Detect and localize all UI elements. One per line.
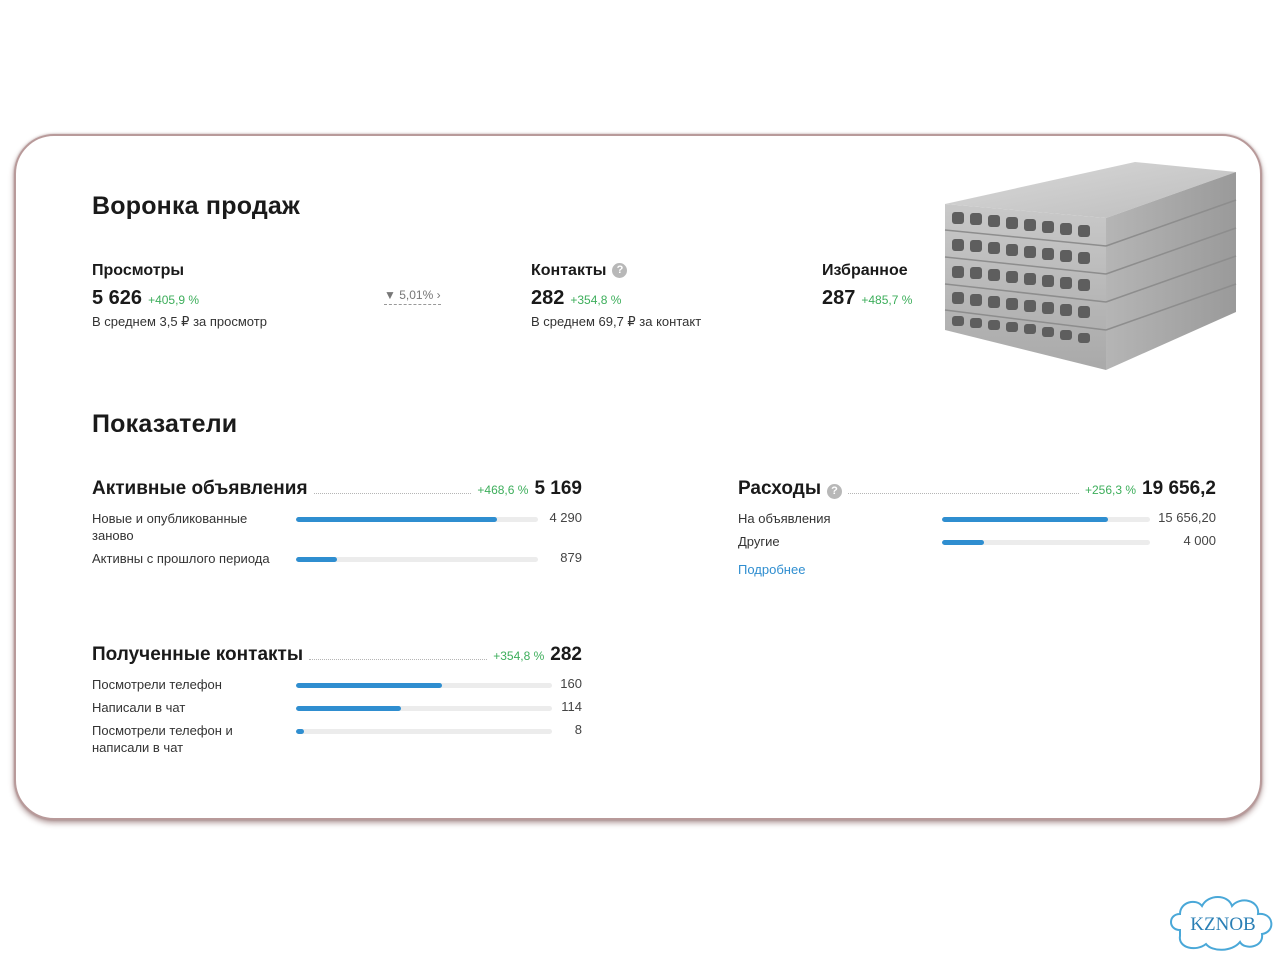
progress-fill bbox=[296, 706, 401, 711]
progress-fill bbox=[296, 517, 497, 522]
progress-track bbox=[296, 557, 538, 562]
row-value: 160 bbox=[560, 676, 582, 691]
row-label: Активны с прошлого периода bbox=[92, 551, 270, 566]
expenses-change: +256,3 % bbox=[1084, 483, 1137, 497]
contacts-block: Контакты? 282 +354,8 % В среднем 69,7 ₽ з… bbox=[531, 262, 701, 330]
progress-track bbox=[942, 540, 1150, 545]
received-contacts-total: 282 bbox=[550, 644, 582, 665]
favorites-value: 287 bbox=[822, 287, 856, 309]
watermark-text: KZNOB bbox=[1190, 914, 1255, 935]
bar-row: Другие 4 000 bbox=[738, 533, 1216, 550]
bar-row: На объявления 15 656,20 bbox=[738, 510, 1216, 527]
views-value: 5 626 bbox=[92, 287, 143, 309]
bar-row: Написали в чат 114 bbox=[92, 699, 582, 716]
active-ads-change: +468,6 % bbox=[477, 483, 529, 497]
progress-track bbox=[296, 706, 552, 711]
progress-fill bbox=[942, 540, 984, 545]
metrics-title: Показатели bbox=[92, 410, 238, 438]
progress-fill bbox=[296, 557, 338, 562]
conversion-link[interactable]: ▼ 5,01% › bbox=[384, 288, 441, 305]
active-ads-total: 5 169 bbox=[534, 478, 582, 499]
bar-row: Активны с прошлого периода 879 bbox=[92, 550, 582, 567]
row-label: Посмотрели телефон и написали в чат bbox=[92, 723, 233, 755]
bar-row: Новые и опубликованные заново 4 290 bbox=[92, 510, 582, 544]
progress-track bbox=[296, 729, 552, 734]
expenses-total: 19 656,2 bbox=[1142, 478, 1216, 499]
help-icon[interactable]: ? bbox=[612, 263, 628, 279]
received-contacts-section: Полученные контакты +354,8 % 282 Посмотр… bbox=[92, 644, 582, 756]
views-label: Просмотры bbox=[92, 262, 185, 279]
row-label: Написали в чат bbox=[92, 700, 186, 715]
details-link[interactable]: Подробнее bbox=[738, 562, 806, 577]
contacts-value: 282 bbox=[531, 287, 565, 309]
active-ads-section: Активные объявления +468,6 % 5 169 Новые… bbox=[92, 478, 582, 567]
progress-fill bbox=[296, 729, 304, 734]
contacts-change: +354,8 % bbox=[570, 293, 622, 307]
row-label: Другие bbox=[738, 534, 780, 549]
row-value: 879 bbox=[560, 550, 582, 565]
contacts-label: Контакты bbox=[531, 262, 607, 279]
progress-track bbox=[942, 517, 1150, 522]
row-value: 114 bbox=[561, 699, 582, 714]
row-value: 4 000 bbox=[1183, 533, 1216, 548]
row-label: На объявления bbox=[738, 511, 831, 526]
bar-row: Посмотрели телефон и написали в чат 8 bbox=[92, 722, 582, 756]
expenses-section: Расходы ? +256,3 % 19 656,2 На объявлени… bbox=[738, 478, 1216, 577]
funnel-title: Воронка продаж bbox=[92, 192, 300, 220]
contacts-avg: В среднем 69,7 ₽ за контакт bbox=[531, 314, 702, 329]
progress-fill bbox=[296, 683, 442, 688]
kznob-watermark-logo: KZNOB bbox=[1170, 896, 1273, 951]
row-value: 15 656,20 bbox=[1158, 510, 1216, 525]
leader-dots bbox=[313, 493, 472, 494]
row-label: Новые и опубликованные заново bbox=[92, 511, 248, 543]
concrete-slab-image bbox=[944, 162, 1237, 370]
favorites-change: +485,7 % bbox=[861, 293, 913, 307]
favorites-block: Избранное 287 +485,7 % bbox=[822, 262, 912, 310]
progress-fill bbox=[942, 517, 1109, 522]
active-ads-title: Активные объявления bbox=[92, 478, 308, 499]
filter-icon: ▼ bbox=[384, 288, 396, 302]
chevron-right-icon: › bbox=[436, 288, 441, 302]
received-contacts-title: Полученные контакты bbox=[92, 644, 304, 665]
views-block: Просмотры 5 626 +405,9 % В среднем 3,5 ₽ … bbox=[92, 262, 267, 330]
progress-track bbox=[296, 683, 552, 688]
conversion-value: 5,01% bbox=[399, 288, 434, 302]
leader-dots bbox=[309, 659, 488, 660]
row-value: 4 290 bbox=[549, 510, 582, 525]
leader-dots bbox=[848, 493, 1079, 494]
views-change: +405,9 % bbox=[148, 293, 200, 307]
views-avg: В среднем 3,5 ₽ за просмотр bbox=[92, 314, 267, 329]
row-label: Посмотрели телефон bbox=[92, 677, 222, 692]
bar-row: Посмотрели телефон 160 bbox=[92, 676, 582, 693]
favorites-label: Избранное bbox=[822, 262, 908, 279]
help-icon[interactable]: ? bbox=[827, 484, 843, 499]
row-value: 8 bbox=[574, 722, 582, 737]
expenses-title: Расходы bbox=[738, 478, 822, 499]
received-contacts-change: +354,8 % bbox=[493, 649, 545, 663]
progress-track bbox=[296, 517, 538, 522]
